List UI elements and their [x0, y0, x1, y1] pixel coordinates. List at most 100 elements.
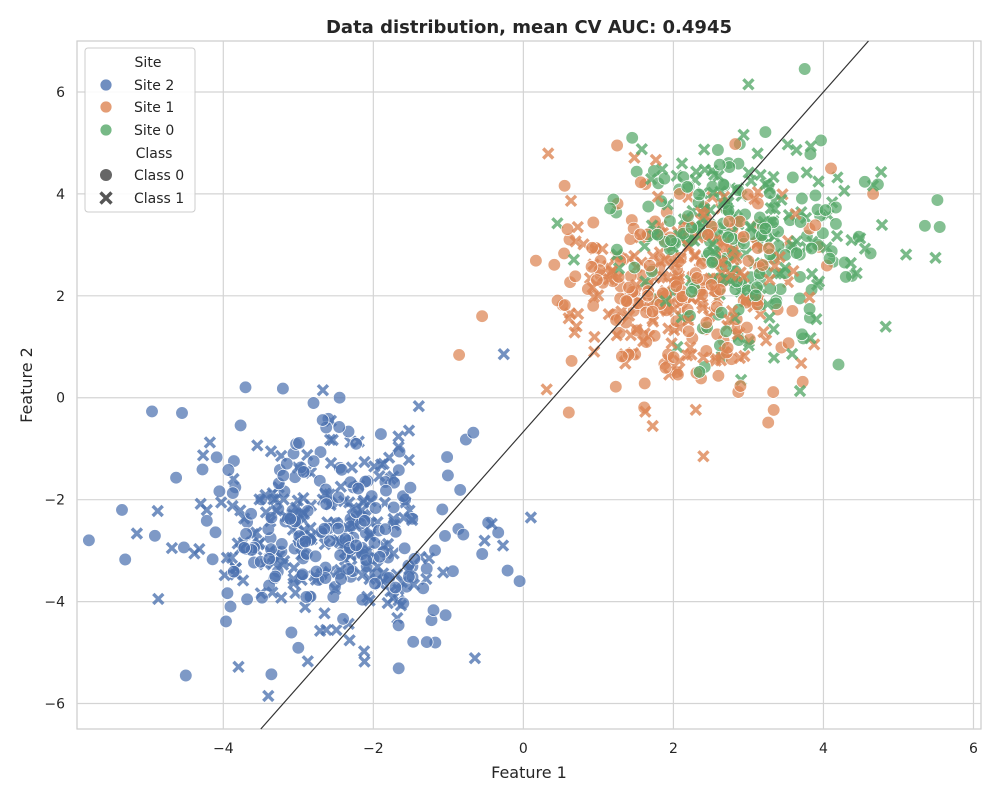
legend: Site Site 2 Site 1 Site 0 Class Class 0 … — [84, 47, 196, 213]
data-point-site-1-class-1 — [685, 348, 698, 361]
data-point-site-2-class-0 — [403, 481, 418, 495]
data-point-site-0-class-1 — [830, 229, 844, 243]
data-point-site-1-class-1 — [596, 242, 609, 256]
data-point-site-2-class-1 — [305, 529, 318, 543]
data-point-site-1-class-0 — [641, 289, 655, 303]
data-point-site-2-class-1 — [358, 455, 371, 469]
data-point-site-0-class-0 — [603, 201, 617, 216]
data-point-site-0-class-0 — [814, 133, 828, 148]
data-point-site-0-class-0 — [839, 270, 853, 284]
y-tick-label: 0 — [56, 391, 65, 407]
data-point-site-2-class-0 — [378, 522, 393, 536]
grid — [77, 41, 981, 729]
data-point-site-1-class-1 — [789, 207, 802, 221]
data-point-site-0-class-1 — [879, 320, 892, 333]
data-point-site-2-class-0 — [391, 618, 406, 632]
data-point-site-0-class-0 — [930, 193, 945, 207]
data-point-site-1-class-0 — [585, 241, 599, 255]
data-point-site-1-class-1 — [718, 345, 731, 359]
data-point-site-1-class-1 — [724, 268, 738, 282]
data-point-site-0-class-1 — [810, 278, 824, 292]
data-point-site-2-class-0 — [255, 591, 269, 605]
data-point-site-1-class-0 — [558, 298, 572, 312]
data-point-site-2-class-0 — [379, 483, 393, 498]
data-point-site-2-class-0 — [82, 533, 96, 547]
data-point-site-2-class-1 — [287, 572, 300, 586]
data-point-site-1-class-0 — [584, 260, 599, 274]
data-point-site-0-class-1 — [742, 339, 756, 352]
data-point-site-2-class-0 — [276, 381, 290, 396]
data-point-site-0-class-1 — [785, 347, 799, 361]
data-point-site-0-class-0 — [685, 285, 699, 299]
data-point-site-1-class-0 — [590, 273, 604, 287]
data-point-site-2-class-1 — [355, 504, 369, 517]
data-point-site-0-class-0 — [933, 220, 947, 234]
data-point-site-1-class-0 — [609, 380, 623, 394]
y-axis-label: Feature 2 — [17, 347, 36, 423]
data-point-site-2-class-1 — [320, 623, 333, 637]
data-point-site-1-class-1 — [728, 244, 741, 257]
data-point-site-0-class-1 — [790, 143, 803, 157]
data-point-site-1-class-0 — [529, 254, 543, 268]
data-point-site-1-class-1 — [630, 323, 643, 336]
data-point-site-2-class-1 — [436, 566, 450, 579]
data-point-site-1-class-1 — [628, 249, 641, 263]
legend-marker-site-2 — [99, 78, 113, 92]
data-point-site-1-class-0 — [785, 304, 800, 318]
legend-style-title: Class — [136, 146, 173, 162]
data-point-site-2-class-0 — [227, 565, 241, 579]
data-point-site-1-class-0 — [634, 175, 648, 189]
data-point-site-1-class-0 — [781, 336, 796, 350]
data-point-site-0-class-1 — [688, 234, 701, 247]
data-point-site-0-class-1 — [551, 217, 564, 230]
x-tick-label: −4 — [213, 741, 234, 757]
data-point-site-2-class-0 — [466, 426, 480, 440]
data-point-site-1-class-0 — [751, 241, 765, 255]
data-point-site-1-class-0 — [756, 258, 770, 272]
data-point-site-2-class-0 — [221, 463, 236, 477]
data-point-site-1-class-0 — [761, 415, 775, 430]
data-point-site-1-class-1 — [794, 356, 808, 370]
data-point-site-2-class-0 — [233, 418, 248, 433]
data-point-site-0-class-0 — [786, 170, 800, 185]
data-point-site-0-class-1 — [775, 193, 788, 206]
data-point-site-2-class-0 — [291, 641, 305, 655]
data-point-site-2-class-0 — [317, 522, 331, 536]
data-point-site-2-class-0 — [349, 437, 363, 451]
data-point-site-2-class-1 — [220, 551, 234, 565]
data-point-site-2-class-0 — [238, 380, 253, 394]
data-point-site-2-class-0 — [237, 541, 251, 555]
data-point-site-2-class-0 — [292, 436, 306, 450]
data-point-site-2-class-0 — [309, 564, 324, 579]
data-point-site-2-class-1 — [226, 499, 239, 513]
data-point-site-2-class-1 — [405, 513, 419, 527]
data-point-site-2-class-1 — [373, 469, 386, 483]
data-point-site-1-class-0 — [728, 137, 742, 151]
data-point-site-2-class-1 — [392, 430, 405, 443]
data-point-site-2-class-1 — [357, 494, 371, 507]
data-point-site-0-class-1 — [659, 294, 672, 308]
data-point-site-2-class-1 — [399, 496, 412, 509]
data-point-site-2-class-0 — [397, 541, 412, 555]
data-point-site-0-class-1 — [763, 181, 776, 195]
y-tick-label: 2 — [56, 289, 65, 305]
data-point-site-2-class-1 — [318, 607, 331, 620]
x-tick-label: 2 — [669, 741, 678, 757]
data-point-site-2-class-1 — [363, 594, 376, 607]
data-point-site-2-class-0 — [306, 454, 321, 468]
data-point-site-1-class-1 — [646, 315, 660, 328]
data-point-site-1-class-1 — [688, 248, 702, 262]
data-point-site-0-class-0 — [798, 62, 812, 76]
data-point-site-1-class-1 — [630, 278, 643, 292]
data-point-site-1-class-0 — [808, 218, 822, 232]
data-point-site-1-class-1 — [651, 190, 665, 203]
data-point-site-0-class-1 — [874, 165, 888, 179]
data-point-site-2-class-0 — [240, 592, 254, 606]
data-point-site-2-class-1 — [496, 539, 510, 552]
data-point-site-0-class-1 — [712, 169, 725, 183]
data-point-site-2-class-0 — [368, 576, 382, 591]
data-point-site-2-class-0 — [331, 521, 345, 536]
data-point-site-0-class-1 — [742, 78, 755, 91]
data-point-site-0-class-0 — [793, 215, 808, 229]
data-point-site-1-class-0 — [736, 230, 751, 244]
